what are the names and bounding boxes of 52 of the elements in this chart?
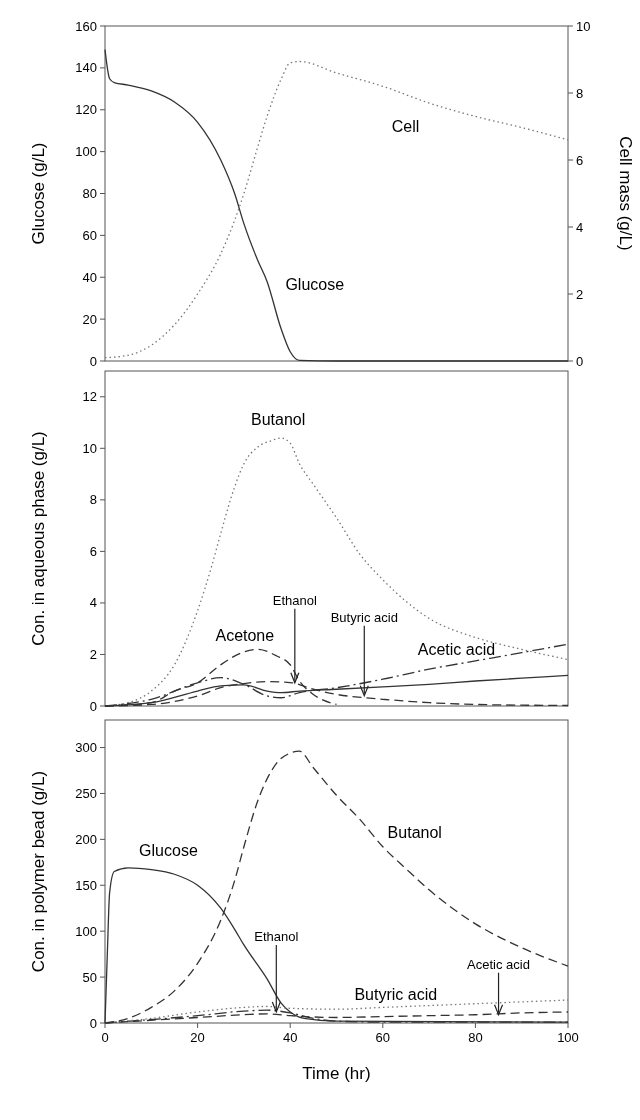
series-label: Glucose <box>285 275 345 293</box>
y-tick-label: 0 <box>89 698 97 714</box>
x-tick-label: 60 <box>375 1030 391 1045</box>
y-tick-label: 40 <box>82 269 97 285</box>
y-tick-label: 4 <box>89 595 97 611</box>
x-tick-label: 80 <box>468 1030 483 1045</box>
y-axis-title: Con. in polymer bead (g/L) <box>29 770 48 973</box>
y-tick-label: 10 <box>82 440 97 456</box>
y2-axis-title: Cell mass (g/L) <box>616 136 635 251</box>
y-tick-label: 200 <box>75 831 97 847</box>
series-label: Butanol <box>387 823 442 841</box>
y-tick-label: 140 <box>75 60 97 76</box>
y2-tick-label: 8 <box>576 85 584 101</box>
y-tick-label: 6 <box>89 543 97 559</box>
series-label: Butanol <box>251 411 306 429</box>
y-tick-label: 160 <box>75 18 97 34</box>
y-tick-label: 300 <box>75 740 97 756</box>
y-tick-label: 20 <box>82 311 97 327</box>
series-label: Cell <box>391 118 420 136</box>
y-tick-label: 2 <box>89 647 97 663</box>
y-tick-label: 120 <box>75 102 97 118</box>
x-tick-label: 40 <box>282 1030 298 1045</box>
series-label: Glucose <box>139 841 198 859</box>
y-tick-label: 12 <box>82 389 97 405</box>
annotation: Acetic acid <box>467 956 530 972</box>
y-tick-label: 0 <box>89 1015 97 1031</box>
y2-tick-label: 10 <box>576 18 591 34</box>
x-tick-label: 100 <box>557 1030 579 1045</box>
series-label: Acetone <box>215 627 275 645</box>
y2-tick-label: 6 <box>576 152 584 168</box>
y-tick-label: 100 <box>75 144 97 160</box>
x-tick-label: 0 <box>101 1030 109 1045</box>
annotation: Ethanol <box>272 592 317 608</box>
y-axis-title: Con. in aqueous phase (g/L) <box>29 431 48 646</box>
y-axis-title: Glucose (g/L) <box>29 142 48 245</box>
y-tick-label: 250 <box>75 786 97 801</box>
y-tick-label: 50 <box>82 969 97 985</box>
y-tick-label: 80 <box>82 186 97 202</box>
y-tick-label: 60 <box>82 227 97 243</box>
y2-tick-label: 0 <box>576 353 584 369</box>
x-tick-label: 20 <box>190 1030 205 1045</box>
y-tick-label: 0 <box>89 353 97 369</box>
y-tick-label: 100 <box>75 923 97 939</box>
y2-tick-label: 4 <box>576 219 584 235</box>
y2-tick-label: 2 <box>576 286 584 302</box>
series-label: Acetic acid <box>417 640 496 658</box>
y-tick-label: 8 <box>89 492 97 508</box>
annotation: Butyric acid <box>330 609 398 625</box>
annotation: Ethanol <box>254 928 299 944</box>
x-axis-title: Time (hr) <box>302 1064 371 1083</box>
series-label: Butyric acid <box>354 986 438 1004</box>
y-tick-label: 150 <box>75 877 97 893</box>
